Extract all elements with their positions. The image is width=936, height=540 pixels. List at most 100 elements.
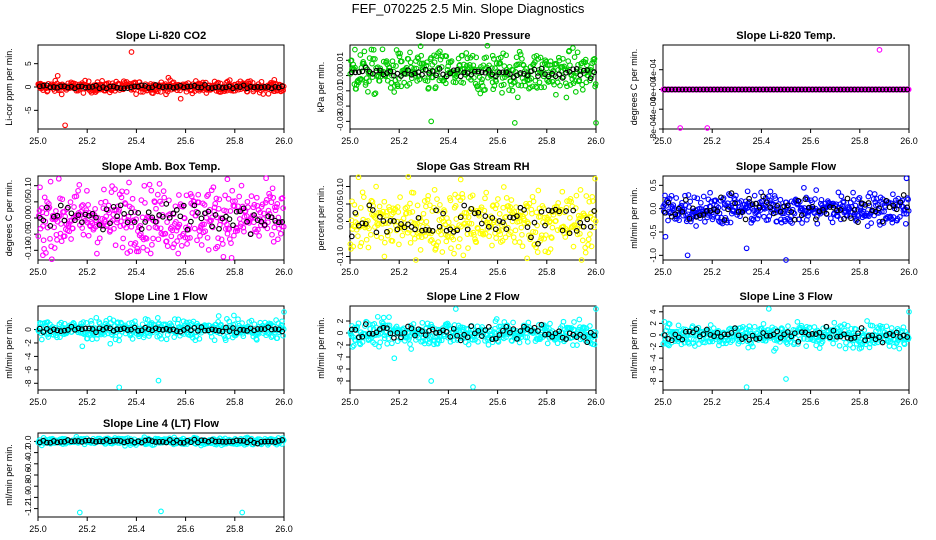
data-point — [260, 91, 267, 97]
data-point — [592, 218, 599, 225]
data-point — [721, 86, 728, 93]
data-point — [405, 174, 412, 180]
y-tick-label: -0.5 — [648, 224, 658, 239]
data-point — [423, 218, 430, 225]
data-point — [830, 204, 837, 211]
data-point — [574, 225, 580, 232]
data-point — [524, 224, 531, 230]
data-point — [869, 332, 875, 339]
data-point — [774, 328, 781, 335]
data-point — [450, 236, 457, 243]
data-point — [157, 225, 164, 232]
data-point — [503, 226, 510, 232]
data-point — [394, 330, 401, 336]
data-point — [208, 217, 214, 224]
data-point — [767, 188, 774, 195]
series-mean — [36, 82, 286, 92]
y-axis-label: ml/min per min. — [316, 317, 326, 379]
data-point — [547, 218, 553, 224]
chart-panel-4: Slope Amb. Box Temp.25.0 25.2 25.4 25.6 25.8… — [4, 161, 293, 277]
data-point — [837, 207, 844, 213]
data-point — [380, 324, 387, 331]
data-point — [244, 198, 251, 205]
data-point — [110, 317, 117, 324]
data-point — [367, 231, 374, 238]
data-point — [516, 239, 523, 245]
data-point — [351, 201, 358, 208]
data-point — [167, 211, 173, 217]
y-tick-label: -8e-04 — [648, 116, 658, 141]
data-point — [795, 86, 802, 93]
data-point — [856, 194, 863, 201]
data-point — [47, 235, 53, 242]
data-point — [361, 48, 368, 55]
y-tick-label: -4e-04 — [648, 97, 658, 122]
data-point — [275, 236, 281, 243]
data-point — [691, 194, 698, 201]
data-point — [540, 71, 546, 77]
data-point — [565, 229, 572, 236]
data-point — [127, 248, 134, 255]
data-point — [133, 216, 139, 223]
data-point — [772, 195, 779, 202]
data-point — [890, 191, 896, 198]
data-point — [499, 237, 506, 244]
data-point — [240, 333, 247, 340]
data-point — [556, 208, 562, 215]
data-point — [274, 201, 281, 207]
data-point — [575, 212, 582, 219]
data-point — [682, 328, 689, 335]
y-axis-label: kPa per min. — [316, 62, 326, 113]
plot-frame — [662, 175, 910, 261]
data-point — [893, 329, 900, 336]
data-point — [755, 212, 762, 219]
data-point — [587, 231, 593, 237]
data-point — [247, 231, 254, 238]
data-point — [543, 232, 549, 238]
data-point — [376, 203, 383, 210]
data-point — [804, 196, 811, 203]
outlier-point — [281, 309, 287, 315]
data-point — [665, 86, 672, 93]
data-point — [237, 208, 243, 215]
data-point — [102, 198, 109, 205]
data-point — [576, 77, 583, 84]
data-point — [855, 219, 861, 225]
data-point — [662, 192, 668, 199]
data-point — [805, 86, 812, 93]
data-point — [391, 89, 398, 95]
data-point — [254, 326, 261, 332]
data-point — [570, 45, 576, 51]
chart-title: Slope Li-820 Pressure — [416, 30, 531, 42]
data-point — [519, 231, 525, 238]
data-point — [756, 204, 763, 211]
data-point — [765, 216, 771, 223]
data-point — [226, 216, 233, 222]
data-point — [265, 213, 272, 220]
data-point — [707, 322, 714, 328]
data-point — [232, 198, 238, 204]
data-point — [508, 197, 515, 203]
data-point — [196, 335, 203, 342]
data-point — [399, 232, 406, 239]
data-point — [477, 90, 484, 97]
x-tick-label: 25.6 — [177, 136, 195, 146]
data-point — [366, 78, 372, 84]
data-point — [517, 70, 524, 76]
data-point — [538, 84, 545, 91]
data-point — [848, 86, 854, 93]
data-point — [879, 86, 886, 93]
data-point — [244, 218, 250, 225]
x-tick-label: 26.0 — [587, 267, 605, 277]
data-point — [398, 221, 404, 227]
data-point — [679, 330, 686, 336]
data-point — [432, 84, 439, 90]
data-point — [904, 86, 911, 93]
data-point — [111, 225, 117, 232]
data-point — [237, 326, 243, 333]
data-point — [404, 229, 411, 236]
data-point — [900, 86, 907, 93]
data-point — [54, 84, 61, 91]
data-point — [348, 69, 355, 76]
data-point — [387, 330, 394, 337]
